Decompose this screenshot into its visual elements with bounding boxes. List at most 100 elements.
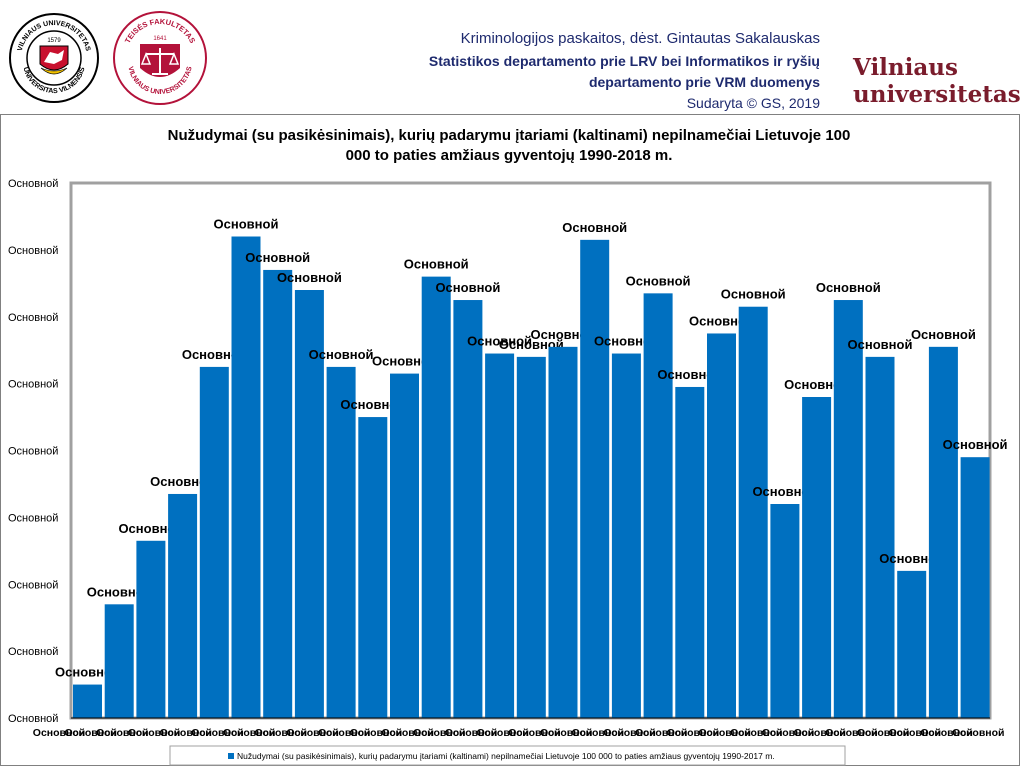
data-label: Основной	[689, 313, 754, 328]
x-tick-label: Основной	[635, 727, 687, 739]
y-tick-label: Основной	[8, 379, 58, 391]
bar	[548, 346, 578, 718]
data-label: Основной	[87, 584, 152, 599]
x-tick-label: Основной	[730, 727, 782, 739]
x-tick-label: Основной	[350, 727, 402, 739]
lecture-credit: Kriminologijos paskaitos, dėst. Gintauta…	[460, 30, 820, 47]
x-tick-label: Основной	[667, 727, 719, 739]
y-tick-label: Основной	[8, 512, 58, 524]
x-tick-label: Основной	[603, 727, 655, 739]
x-tick-label: Основной	[286, 727, 338, 739]
author-credit: Sudaryta © GS, 2019	[686, 95, 820, 111]
source-line-1: Statistikos departamento prie LRV bei In…	[428, 53, 820, 69]
data-label: Основной	[214, 217, 279, 232]
y-tick-label: Основной	[8, 713, 58, 725]
data-label: Основной	[721, 287, 786, 302]
bar	[199, 366, 229, 718]
bar	[960, 457, 990, 718]
bar	[390, 373, 419, 718]
data-label: Основной	[340, 397, 405, 412]
data-label: Основной	[531, 327, 596, 342]
y-tick-label: Основной	[8, 312, 58, 324]
bar	[833, 300, 863, 718]
data-label: Основной	[55, 665, 120, 680]
x-tick-label: Основной	[191, 727, 243, 739]
data-label: Основной	[309, 347, 374, 362]
chart-title-line-2: 000 to paties amžiaus gyventojų 1990-201…	[345, 147, 673, 164]
brand-line-1: Vilniaus	[853, 54, 958, 81]
x-tick-label: Основной	[96, 727, 148, 739]
x-tick-label: Основной	[540, 727, 592, 739]
x-tick-label: Основной	[223, 727, 275, 739]
bar	[738, 306, 768, 718]
bar	[136, 540, 166, 718]
vilnius-university-seal-icon: VILNIAUS UNIVERSITETAS UNIVERSITAS VILNE…	[9, 13, 99, 103]
data-label: Основной	[467, 334, 532, 349]
x-tick-label: Основной	[318, 727, 370, 739]
data-label: Основной	[594, 334, 659, 349]
data-label: Основной	[404, 257, 469, 272]
x-tick-label: Основной	[889, 727, 941, 739]
bar	[168, 493, 198, 718]
bar	[643, 293, 673, 718]
bar	[865, 356, 895, 718]
chart-title-line-1: Nužudymai (su pasikėsinimais), kurių pad…	[167, 127, 851, 144]
y-tick-label: Основной	[8, 245, 58, 257]
bar	[707, 333, 736, 718]
y-tick-label: Основной	[8, 579, 58, 591]
y-tick-label: Основной	[8, 446, 58, 458]
bar	[611, 353, 641, 718]
y-tick-label: Основной	[8, 646, 58, 658]
law-faculty-seal-icon: TEISĖS FAKULTETAS VILNIAUS UNIVERSITETAS…	[113, 11, 207, 105]
bar	[675, 386, 705, 718]
x-tick-label: Основной	[508, 727, 560, 739]
bar	[928, 346, 958, 718]
bar	[326, 366, 356, 718]
x-tick-label: Основной	[572, 727, 624, 739]
bar	[231, 236, 261, 718]
x-tick-label: Основной	[160, 727, 212, 739]
x-tick-label: Основной	[64, 727, 116, 739]
x-tick-label: Основной	[920, 727, 972, 739]
x-tick-label: Основной	[857, 727, 909, 739]
x-tick-label: Основной	[698, 727, 750, 739]
x-tick-label: Основной	[762, 727, 814, 739]
data-label: Основной	[499, 337, 564, 352]
x-tick-label: Основной	[255, 727, 307, 739]
brand-line-2: universitetas	[853, 81, 1021, 108]
bar	[294, 290, 324, 718]
slide-header: VILNIAUS UNIVERSITETAS UNIVERSITAS VILNE…	[0, 0, 1024, 114]
svg-text:1579: 1579	[47, 38, 61, 44]
data-label: Основной	[911, 327, 976, 342]
data-label: Основной	[816, 280, 881, 295]
x-tick-label: Основной	[128, 727, 180, 739]
legend-label: Nužudymai (su pasikėsinimais), kurių pad…	[237, 751, 775, 761]
data-label: Основной	[118, 521, 183, 536]
bar	[421, 276, 451, 718]
data-label: Основной	[943, 437, 1008, 452]
bar	[770, 504, 800, 718]
x-tick-label: Основной	[445, 727, 497, 739]
data-label: Основной	[784, 377, 849, 392]
source-line-2: departamento prie VRM duomenys	[588, 74, 820, 90]
y-tick-label: Основной	[8, 178, 58, 190]
data-label: Основной	[245, 250, 310, 265]
bar	[358, 417, 388, 718]
data-label: Основной	[879, 551, 944, 566]
bar	[73, 684, 102, 718]
chart-title: Nužudymai (su pasikėsinimais), kurių pad…	[0, 126, 1018, 166]
data-label: Основной	[562, 220, 627, 235]
legend-swatch	[228, 753, 234, 759]
bar	[580, 239, 610, 718]
bar	[485, 353, 515, 718]
bar	[802, 397, 832, 718]
x-tick-label: Основной	[381, 727, 433, 739]
x-tick-label: Основной	[413, 727, 465, 739]
bar	[897, 570, 927, 718]
bar	[263, 269, 293, 718]
data-label: Основной	[182, 347, 247, 362]
x-tick-label: Основной	[952, 727, 1004, 739]
data-label: Основной	[752, 484, 817, 499]
data-label: Основной	[848, 337, 913, 352]
